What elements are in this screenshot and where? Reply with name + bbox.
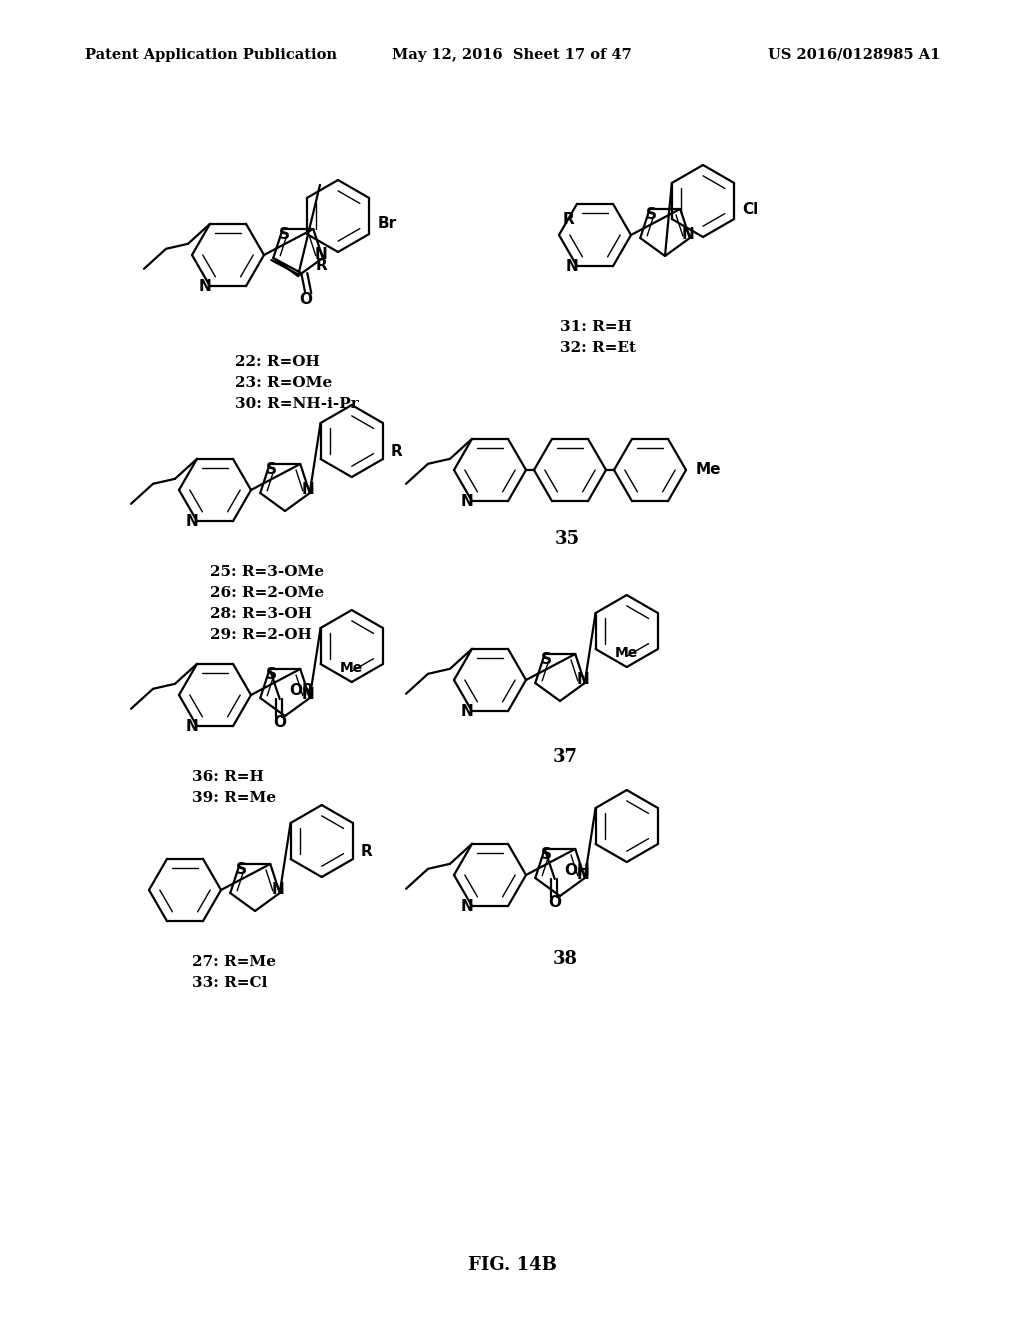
Text: Me: Me bbox=[340, 661, 364, 675]
Text: R: R bbox=[315, 257, 327, 272]
Text: 35: 35 bbox=[555, 531, 581, 548]
Text: 29: R=2-OH: 29: R=2-OH bbox=[210, 628, 312, 642]
Text: N: N bbox=[301, 686, 314, 701]
Text: May 12, 2016  Sheet 17 of 47: May 12, 2016 Sheet 17 of 47 bbox=[392, 48, 632, 62]
Text: N: N bbox=[271, 882, 284, 896]
Text: N: N bbox=[577, 866, 589, 882]
Text: 27: R=Me: 27: R=Me bbox=[193, 954, 276, 969]
Text: R: R bbox=[563, 213, 574, 227]
Text: 26: R=2-OMe: 26: R=2-OMe bbox=[210, 586, 325, 601]
Text: N: N bbox=[199, 279, 211, 293]
Text: US 2016/0128985 A1: US 2016/0128985 A1 bbox=[768, 48, 940, 62]
Text: 28: R=3-OH: 28: R=3-OH bbox=[210, 607, 312, 620]
Text: S: S bbox=[542, 847, 552, 862]
Text: N: N bbox=[185, 513, 199, 529]
Text: 36: R=H: 36: R=H bbox=[193, 770, 264, 784]
Text: OR: OR bbox=[290, 684, 314, 698]
Text: O: O bbox=[548, 895, 561, 911]
Text: N: N bbox=[314, 247, 327, 261]
Text: OH: OH bbox=[564, 863, 590, 879]
Text: N: N bbox=[565, 259, 579, 273]
Text: N: N bbox=[681, 227, 694, 242]
Text: N: N bbox=[461, 494, 473, 508]
Text: O: O bbox=[273, 715, 287, 730]
Text: 25: R=3-OMe: 25: R=3-OMe bbox=[210, 565, 325, 579]
Text: N: N bbox=[461, 704, 473, 718]
Text: 38: 38 bbox=[553, 950, 578, 968]
Text: S: S bbox=[266, 462, 278, 478]
Text: 37: 37 bbox=[553, 748, 578, 766]
Text: O: O bbox=[299, 292, 311, 306]
Text: Cl: Cl bbox=[742, 202, 759, 216]
Text: 39: R=Me: 39: R=Me bbox=[193, 791, 276, 805]
Text: Me: Me bbox=[695, 462, 721, 478]
Text: S: S bbox=[237, 862, 247, 878]
Text: 31: R=H: 31: R=H bbox=[560, 319, 632, 334]
Text: S: S bbox=[280, 227, 290, 243]
Text: R: R bbox=[361, 843, 373, 858]
Text: N: N bbox=[185, 718, 199, 734]
Text: 33: R=Cl: 33: R=Cl bbox=[193, 975, 267, 990]
Text: FIG. 14B: FIG. 14B bbox=[468, 1257, 556, 1274]
Text: R: R bbox=[391, 444, 402, 458]
Text: 23: R=OMe: 23: R=OMe bbox=[234, 376, 332, 389]
Text: S: S bbox=[646, 207, 657, 223]
Text: Me: Me bbox=[615, 645, 638, 660]
Text: Br: Br bbox=[378, 216, 396, 231]
Text: 30: R=NH-i-Pr: 30: R=NH-i-Pr bbox=[234, 397, 358, 411]
Text: Patent Application Publication: Patent Application Publication bbox=[85, 48, 337, 62]
Text: N: N bbox=[461, 899, 473, 913]
Text: N: N bbox=[577, 672, 589, 686]
Text: 32: R=Et: 32: R=Et bbox=[560, 341, 636, 355]
Text: 22: R=OH: 22: R=OH bbox=[234, 355, 319, 370]
Text: S: S bbox=[542, 652, 552, 668]
Text: N: N bbox=[301, 482, 314, 496]
Text: S: S bbox=[266, 668, 278, 682]
